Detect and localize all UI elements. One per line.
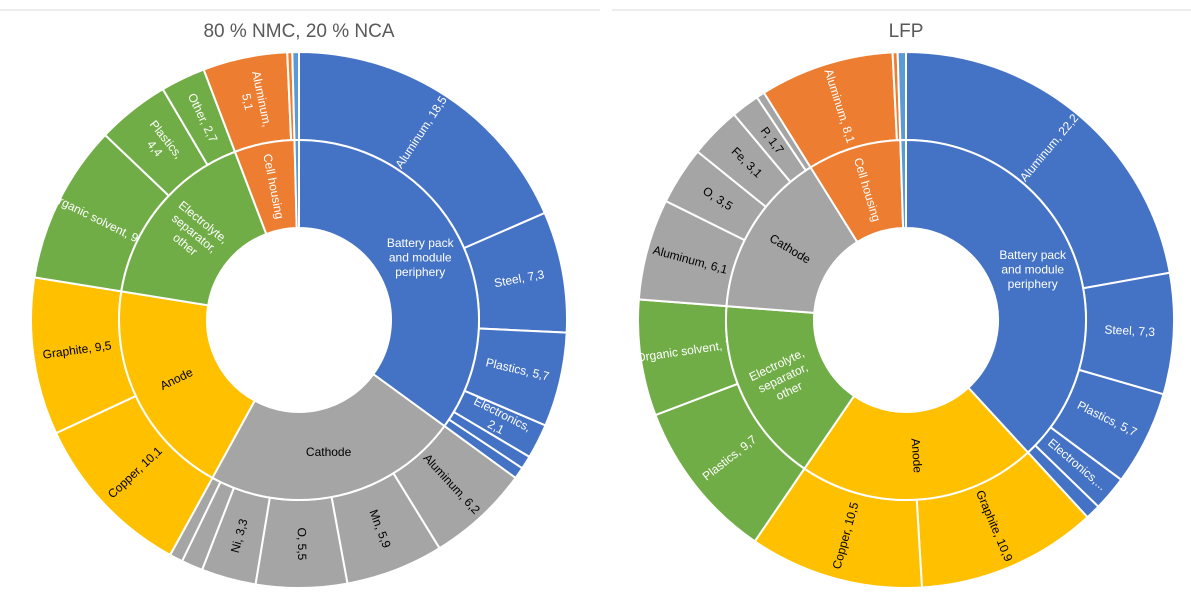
inner-segment [118,290,257,480]
group-label: Battery pack and module periphery [999,248,1067,291]
group-label: Cathode [306,445,352,459]
chart-title: 80 % NMC, 20 % NCA [203,21,394,42]
chart-title: LFP [889,21,924,42]
inner-segment [725,165,859,315]
inner-segment [298,138,480,428]
group-label: Battery pack and module periphery [387,236,455,279]
inner-segment [803,386,1030,501]
group-label: Anode [908,438,924,474]
segment-label: O, 5,5 [295,528,309,561]
outer-segment [291,50,300,142]
segment-label: Steel, 7,3 [1104,322,1156,339]
inner-segment [905,138,1087,454]
inner-segment [211,372,446,501]
inner-segment [899,138,907,230]
inner-segment [293,138,300,230]
